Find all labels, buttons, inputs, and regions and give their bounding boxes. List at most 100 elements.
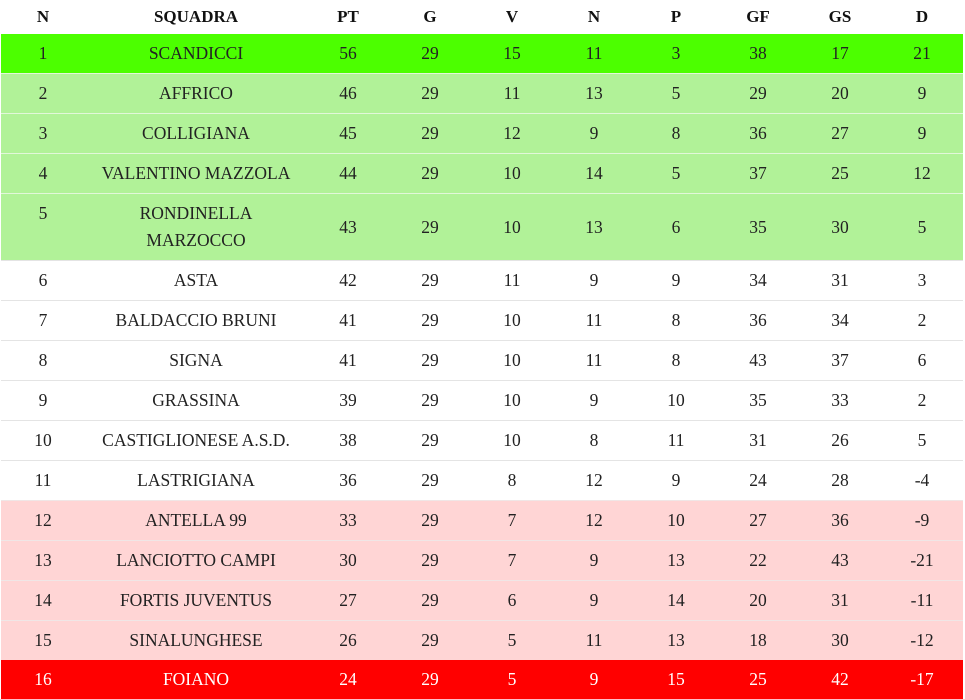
cell-goals-against: 36 [799, 500, 881, 541]
cell-goal-difference: -17 [881, 660, 963, 699]
table-row: 1 SCANDICCI 56 29 15 11 3 38 17 21 [1, 34, 963, 74]
header-goals-for: GF [746, 7, 770, 26]
cell-points: 45 [307, 113, 389, 154]
cell-team: SINALUNGHESE [85, 620, 307, 660]
table-row: 11 LASTRIGIANA 36 29 8 12 9 24 28 -4 [1, 460, 963, 501]
table-row: 9 GRASSINA 39 29 10 9 10 35 33 2 [1, 380, 963, 421]
cell-position: 3 [1, 113, 85, 154]
cell-wins: 5 [471, 620, 553, 660]
cell-losses: 10 [635, 380, 717, 421]
cell-goal-difference: -9 [881, 500, 963, 541]
cell-goals-against: 27 [799, 113, 881, 154]
cell-goals-for: 36 [717, 113, 799, 154]
cell-wins: 10 [471, 153, 553, 194]
cell-goals-against: 33 [799, 380, 881, 421]
cell-goals-against: 31 [799, 260, 881, 301]
cell-wins: 11 [471, 73, 553, 114]
cell-position: 14 [1, 580, 85, 621]
header-team: SQUADRA [153, 7, 239, 26]
cell-team: GRASSINA [85, 380, 307, 421]
cell-goal-difference: 6 [881, 340, 963, 381]
cell-points: 41 [307, 340, 389, 381]
cell-losses: 10 [635, 500, 717, 541]
cell-losses: 3 [635, 34, 717, 74]
cell-wins: 8 [471, 460, 553, 501]
cell-wins: 12 [471, 113, 553, 154]
cell-draws: 9 [553, 113, 635, 154]
cell-played: 29 [389, 153, 471, 194]
cell-losses: 5 [635, 73, 717, 114]
cell-played: 29 [389, 73, 471, 114]
cell-team: FORTIS JUVENTUS [85, 580, 307, 621]
cell-draws: 13 [553, 193, 635, 261]
cell-team: AFFRICO [85, 73, 307, 114]
cell-wins: 11 [471, 260, 553, 301]
cell-position: 11 [1, 460, 85, 501]
cell-draws: 12 [553, 460, 635, 501]
cell-team: LASTRIGIANA [85, 460, 307, 501]
cell-goals-against: 30 [799, 193, 881, 261]
cell-position: 12 [1, 500, 85, 541]
header-position: N [36, 7, 50, 26]
cell-points: 43 [307, 193, 389, 261]
cell-team: ANTELLA 99 [85, 500, 307, 541]
cell-team: RONDINELLA MARZOCCO [85, 193, 307, 261]
cell-wins: 6 [471, 580, 553, 621]
cell-goals-for: 37 [717, 153, 799, 194]
cell-goal-difference: 21 [881, 34, 963, 74]
cell-losses: 9 [635, 460, 717, 501]
cell-goals-for: 31 [717, 420, 799, 461]
cell-goals-against: 43 [799, 540, 881, 581]
cell-goals-against: 20 [799, 73, 881, 114]
cell-draws: 11 [553, 34, 635, 74]
cell-points: 38 [307, 420, 389, 461]
cell-wins: 10 [471, 340, 553, 381]
cell-losses: 13 [635, 620, 717, 660]
cell-goals-against: 30 [799, 620, 881, 660]
cell-goal-difference: 9 [881, 73, 963, 114]
cell-points: 46 [307, 73, 389, 114]
cell-goals-against: 42 [799, 660, 881, 699]
cell-played: 29 [389, 660, 471, 699]
cell-losses: 8 [635, 300, 717, 341]
header-row: N SQUADRA PT G V N P GF GS D [1, 0, 963, 34]
cell-draws: 11 [553, 620, 635, 660]
cell-points: 56 [307, 34, 389, 74]
cell-points: 42 [307, 260, 389, 301]
table-row: 14 FORTIS JUVENTUS 27 29 6 9 14 20 31 -11 [1, 580, 963, 621]
cell-goals-for: 35 [717, 193, 799, 261]
cell-played: 29 [389, 580, 471, 621]
cell-team: ASTA [85, 260, 307, 301]
cell-goals-against: 25 [799, 153, 881, 194]
table-row: 13 LANCIOTTO CAMPI 30 29 7 9 13 22 43 -21 [1, 540, 963, 581]
cell-losses: 15 [635, 660, 717, 699]
cell-position: 4 [1, 153, 85, 194]
cell-points: 27 [307, 580, 389, 621]
table-row: 15 SINALUNGHESE 26 29 5 11 13 18 30 -12 [1, 620, 963, 660]
cell-team: BALDACCIO BRUNI [85, 300, 307, 341]
header-losses: P [670, 7, 682, 26]
cell-wins: 10 [471, 193, 553, 261]
cell-losses: 8 [635, 340, 717, 381]
cell-wins: 5 [471, 660, 553, 699]
cell-position: 6 [1, 260, 85, 301]
table-row: 16 FOIANO 24 29 5 9 15 25 42 -17 [1, 660, 963, 699]
cell-losses: 5 [635, 153, 717, 194]
cell-wins: 15 [471, 34, 553, 74]
cell-draws: 9 [553, 660, 635, 699]
cell-goals-against: 37 [799, 340, 881, 381]
cell-losses: 6 [635, 193, 717, 261]
cell-goals-for: 34 [717, 260, 799, 301]
cell-losses: 9 [635, 260, 717, 301]
cell-position: 2 [1, 73, 85, 114]
cell-draws: 8 [553, 420, 635, 461]
header-wins: V [505, 7, 519, 26]
cell-goal-difference: -4 [881, 460, 963, 501]
cell-goal-difference: 9 [881, 113, 963, 154]
cell-goal-difference: 2 [881, 380, 963, 421]
cell-goal-difference: 5 [881, 420, 963, 461]
cell-goals-for: 22 [717, 540, 799, 581]
cell-goals-for: 20 [717, 580, 799, 621]
cell-points: 36 [307, 460, 389, 501]
cell-played: 29 [389, 540, 471, 581]
